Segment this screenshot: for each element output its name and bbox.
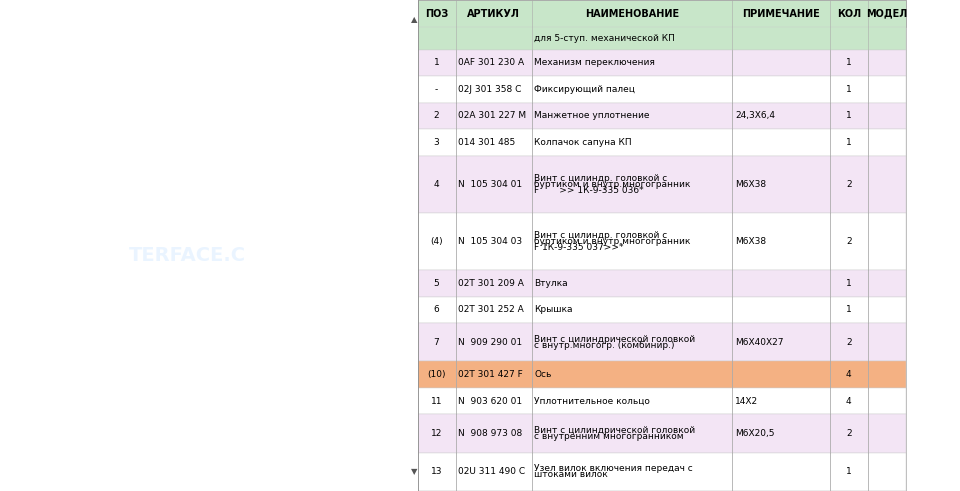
Text: КОЛ: КОЛ	[837, 8, 861, 19]
Text: -: -	[435, 85, 438, 94]
FancyBboxPatch shape	[418, 156, 906, 213]
Text: АРТИКУЛ: АРТИКУЛ	[468, 8, 520, 19]
Text: 12: 12	[431, 429, 443, 438]
Text: 2: 2	[846, 429, 852, 438]
FancyBboxPatch shape	[418, 453, 906, 491]
Text: ПРИМЕЧАНИЕ: ПРИМЕЧАНИЕ	[742, 8, 820, 19]
Text: Манжетное уплотнение: Манжетное уплотнение	[534, 111, 650, 120]
Text: 1: 1	[846, 305, 852, 314]
Text: 6: 6	[434, 305, 440, 314]
Text: N  908 973 08: N 908 973 08	[458, 429, 522, 438]
Text: Колпачок сапуна КП: Колпачок сапуна КП	[534, 138, 632, 147]
Text: для 5-ступ. механической КП: для 5-ступ. механической КП	[534, 34, 675, 43]
Text: 02J 301 358 C: 02J 301 358 C	[458, 85, 521, 94]
FancyBboxPatch shape	[418, 76, 906, 103]
Text: Втулка: Втулка	[534, 279, 568, 288]
Text: штоками вилок: штоками вилок	[534, 470, 608, 479]
FancyBboxPatch shape	[418, 388, 906, 414]
Text: M6X38: M6X38	[735, 180, 766, 189]
Text: M6X38: M6X38	[735, 237, 766, 246]
Text: 3: 3	[434, 138, 440, 147]
Text: Уплотнительное кольцо: Уплотнительное кольцо	[534, 397, 650, 406]
Text: N  105 304 03: N 105 304 03	[458, 237, 522, 246]
Text: Ось: Ось	[534, 370, 552, 379]
Text: 2: 2	[846, 237, 852, 246]
Text: 1: 1	[846, 467, 852, 476]
Text: ПОЗ: ПОЗ	[425, 8, 448, 19]
FancyBboxPatch shape	[418, 27, 906, 50]
Text: 24,3X6,4: 24,3X6,4	[735, 111, 775, 120]
Text: F       >> 1К-9-335 036*: F >> 1К-9-335 036*	[534, 186, 644, 194]
Text: N  903 620 01: N 903 620 01	[458, 397, 522, 406]
Text: буртиком и внутр.многогранник: буртиком и внутр.многогранник	[534, 180, 690, 189]
FancyBboxPatch shape	[418, 297, 906, 323]
FancyBboxPatch shape	[418, 213, 906, 270]
Text: Узел вилок включения передач с: Узел вилок включения передач с	[534, 464, 693, 473]
Text: M6X40X27: M6X40X27	[735, 338, 783, 347]
Text: буртиком и внутр.многогранник: буртиком и внутр.многогранник	[534, 237, 690, 246]
Text: 2: 2	[434, 111, 440, 120]
Text: 02A 301 227 M: 02A 301 227 M	[458, 111, 526, 120]
Text: Винт с цилиндр. головкой с: Винт с цилиндр. головкой с	[534, 174, 667, 183]
Text: Винт с цилиндр. головкой с: Винт с цилиндр. головкой с	[534, 231, 667, 240]
Text: 1: 1	[846, 85, 852, 94]
Text: Винт с цилиндрической головкой: Винт с цилиндрической головкой	[534, 426, 695, 435]
Text: N  909 290 01: N 909 290 01	[458, 338, 522, 347]
Text: 014 301 485: 014 301 485	[458, 138, 516, 147]
Text: 1: 1	[846, 138, 852, 147]
Text: ▼: ▼	[411, 467, 417, 476]
Text: 13: 13	[431, 467, 443, 476]
Text: с внутренним многогранником: с внутренним многогранником	[534, 432, 684, 441]
Text: Фиксирующий палец: Фиксирующий палец	[534, 85, 636, 94]
Text: 0AF 301 230 A: 0AF 301 230 A	[458, 58, 524, 67]
FancyBboxPatch shape	[418, 50, 906, 76]
Text: 2: 2	[846, 180, 852, 189]
Text: TERFACE.C: TERFACE.C	[130, 246, 247, 265]
Text: Винт с цилиндрической головкой: Винт с цилиндрической головкой	[534, 335, 695, 344]
Text: Механизм переключения: Механизм переключения	[534, 58, 655, 67]
Text: N  105 304 01: N 105 304 01	[458, 180, 522, 189]
Text: 1: 1	[846, 111, 852, 120]
Text: 02U 311 490 C: 02U 311 490 C	[458, 467, 525, 476]
Text: ▲: ▲	[411, 15, 417, 24]
Text: НАИМЕНОВАНИЕ: НАИМЕНОВАНИЕ	[585, 8, 679, 19]
Text: 1: 1	[846, 58, 852, 67]
Text: 4: 4	[434, 180, 440, 189]
Text: с внутр.многогр. (комбинир.): с внутр.многогр. (комбинир.)	[534, 341, 675, 350]
Text: F 1К-9-335 037>>*: F 1К-9-335 037>>*	[534, 243, 624, 252]
Text: 02T 301 209 A: 02T 301 209 A	[458, 279, 524, 288]
Text: 11: 11	[431, 397, 443, 406]
Text: 14X2: 14X2	[735, 397, 758, 406]
FancyBboxPatch shape	[418, 0, 906, 27]
Text: (4): (4)	[430, 237, 443, 246]
FancyBboxPatch shape	[418, 323, 906, 361]
Text: (10): (10)	[427, 370, 445, 379]
FancyBboxPatch shape	[418, 414, 906, 453]
FancyBboxPatch shape	[418, 270, 906, 297]
Text: МОДЕЛ: МОДЕЛ	[866, 8, 907, 19]
FancyBboxPatch shape	[418, 361, 906, 388]
Text: 7: 7	[434, 338, 440, 347]
Text: Крышка: Крышка	[534, 305, 573, 314]
Text: 02T 301 252 A: 02T 301 252 A	[458, 305, 524, 314]
FancyBboxPatch shape	[418, 129, 906, 156]
Text: M6X20,5: M6X20,5	[735, 429, 775, 438]
Text: 2: 2	[846, 338, 852, 347]
Text: 5: 5	[434, 279, 440, 288]
Text: 1: 1	[846, 279, 852, 288]
Text: 4: 4	[846, 370, 852, 379]
Text: 4: 4	[846, 397, 852, 406]
Text: 1: 1	[434, 58, 440, 67]
FancyBboxPatch shape	[418, 103, 906, 129]
Text: 02T 301 427 F: 02T 301 427 F	[458, 370, 523, 379]
